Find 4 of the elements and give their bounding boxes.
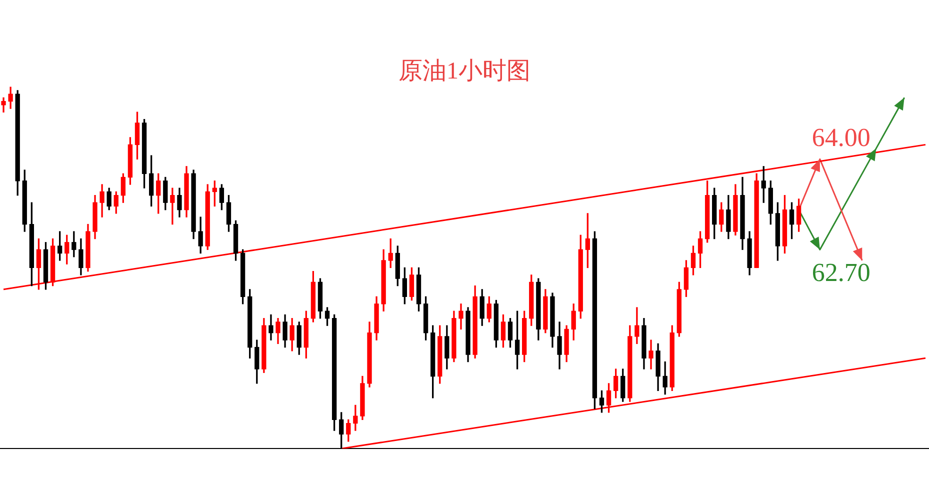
candlestick <box>170 188 175 225</box>
annotation: 62.70 <box>812 258 870 288</box>
annotation: 64.00 <box>812 123 870 154</box>
chart-title: 原油1小时图 <box>398 58 530 85</box>
